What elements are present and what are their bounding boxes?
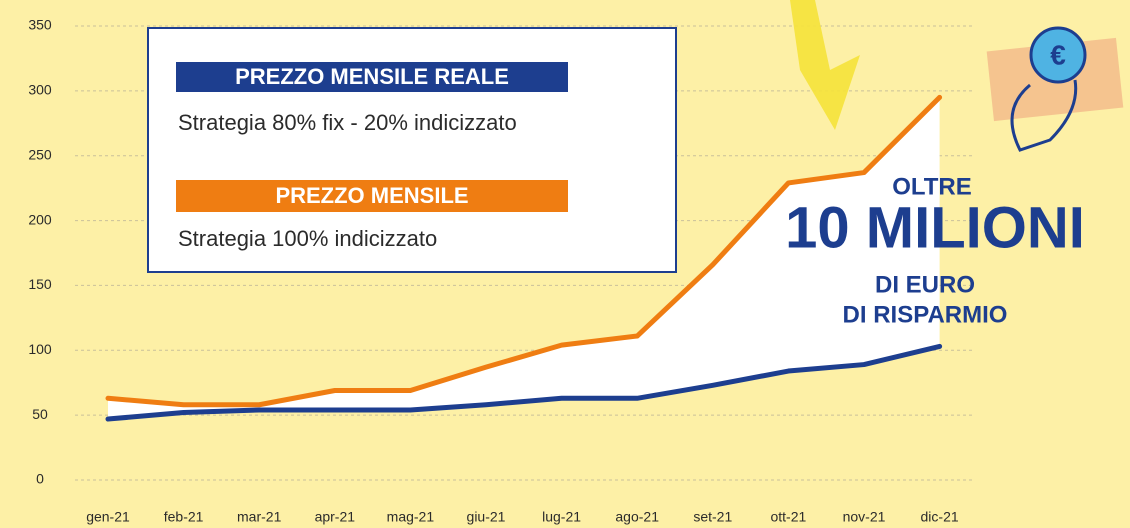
y-tick-label: 50 [32,406,48,422]
annotation: 10 MILIONI [785,195,1085,260]
y-tick-label: 200 [28,211,52,227]
legend-title: PREZZO MENSILE REALE [235,64,509,89]
svg-text:€: € [1050,39,1066,70]
x-tick-label: mar-21 [237,509,282,525]
x-tick-label: apr-21 [315,509,356,525]
annotation: DI RISPARMIO [843,301,1008,328]
x-tick-label: nov-21 [843,509,886,525]
x-tick-label: feb-21 [164,509,204,525]
y-tick-label: 350 [28,17,52,33]
x-tick-label: dic-21 [921,509,959,525]
chart: 0 50 100 150 200 250 300 350 gen-21 feb-21 mar-21 a… [0,0,1130,528]
x-tick-label: ott-21 [770,509,806,525]
legend-title: PREZZO MENSILE [275,183,468,208]
arrow-decoration [790,0,860,130]
y-tick-label: 300 [28,82,52,98]
page: {"chart_data": {"type": "line", "categor… [0,0,1130,528]
x-tick-label: set-21 [693,509,732,525]
legend-description: Strategia 80% fix - 20% indicizzato [178,110,517,135]
y-tick-label: 100 [28,341,52,357]
y-tick-label: 150 [28,276,52,292]
annotation: DI EURO [875,271,975,298]
y-tick-label: 250 [28,146,52,162]
x-tick-label: ago-21 [615,509,659,525]
y-tick-label: 0 [36,471,44,487]
x-tick-label: mag-21 [387,509,435,525]
x-tick-label: giu-21 [467,509,506,525]
coin-icon: € [987,28,1124,150]
legend-description: Strategia 100% indicizzato [178,226,437,251]
x-tick-label: lug-21 [542,509,581,525]
x-tick-label: gen-21 [86,509,130,525]
